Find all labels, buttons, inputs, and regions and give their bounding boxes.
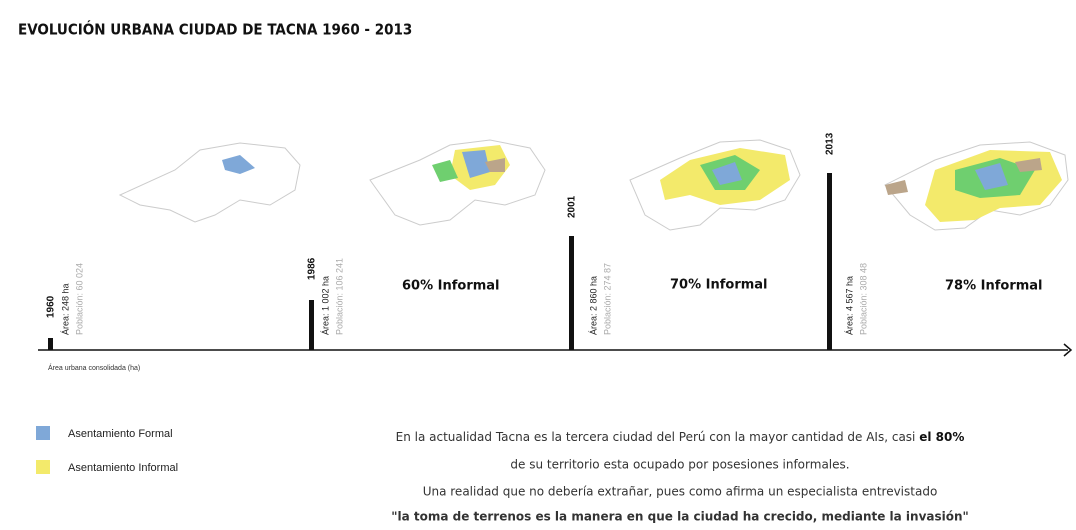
year-label: 2013 [825,132,836,155]
informal-label: 70% Informal [670,278,768,293]
paragraph-line: En la actualidad Tacna es la tercera ciu… [396,430,965,444]
map-2001 [629,139,801,231]
axis-label: Área urbana consolidada (ha) [48,363,140,372]
legend-label: Asentamiento Formal [68,428,173,440]
area-label: Área: 1 002 ha [320,276,330,335]
informal-label: 60% Informal [402,279,500,294]
population-label: Población: 274 87 [602,263,612,335]
bold-text: el 80% [919,430,964,444]
legend-label: Asentamiento Informal [68,462,178,474]
axis-arrow [1063,343,1073,357]
title: EVOLUCIÓN URBANA CIUDAD DE TACNA 1960 - … [18,20,412,39]
period-bar [827,173,832,350]
map-1960 [118,142,301,223]
period-bar [309,300,314,350]
paragraph-line: Una realidad que no debería extrañar, pu… [423,485,938,499]
legend-swatch [36,460,50,474]
year-label: 1960 [46,295,57,318]
map-2013 [884,141,1069,231]
quote-line: "la toma de terrenos es la manera en que… [391,510,969,524]
area-label: Área: 4 567 ha [844,276,854,335]
area-label: Área: 2 860 ha [588,276,598,335]
population-label: Población: 60 024 [74,263,84,335]
map-1986 [369,139,546,226]
population-label: Población: 106 241 [334,258,344,335]
year-label: 2001 [567,195,578,218]
text: En la actualidad Tacna es la tercera ciu… [396,430,920,444]
paragraph-line: de su territorio esta ocupado por posesi… [510,458,849,472]
period-bar [569,236,574,350]
area-label: Área: 248 ha [60,283,70,335]
informal-label: 78% Informal [945,279,1043,294]
period-bar [48,338,53,350]
legend-swatch [36,426,50,440]
population-label: Población: 308 48 [858,263,868,335]
year-label: 1986 [307,257,318,280]
